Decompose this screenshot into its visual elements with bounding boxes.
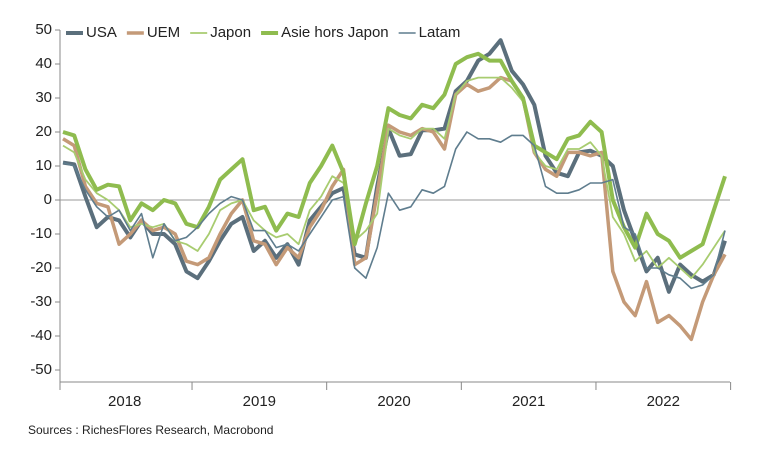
series-line	[62, 38, 727, 294]
y-tick-label: -40	[30, 327, 52, 344]
legend-label: USA	[86, 24, 117, 41]
y-tick-label: -10	[30, 225, 52, 242]
x-tick-label: 2018	[108, 393, 141, 410]
x-tick-label: 2020	[377, 393, 410, 410]
x-tick-label: 2021	[512, 393, 545, 410]
legend-label: Japon	[210, 24, 251, 41]
y-tick-label: -50	[30, 361, 52, 378]
series-line	[62, 76, 726, 280]
x-tick-label: 2022	[647, 393, 680, 410]
series-line	[62, 131, 726, 290]
y-tick-label: 10	[35, 157, 52, 174]
x-tick-label: 2019	[243, 393, 276, 410]
source: Sources : RichesFlores Research, Macrobo…	[28, 423, 273, 437]
y-tick-label: -30	[30, 293, 52, 310]
legend-label: UEM	[147, 24, 180, 41]
y-tick-label: 20	[35, 123, 52, 140]
y-tick-label: 0	[44, 191, 52, 208]
y-tick-label: 30	[35, 89, 52, 106]
y-tick-label: -20	[30, 259, 52, 276]
series-line	[62, 75, 727, 342]
legend-label: Latam	[419, 24, 461, 41]
y-tick-label: 50	[35, 21, 52, 38]
legend-label: Asie hors Japon	[281, 24, 389, 41]
series-line	[62, 51, 727, 260]
y-tick-label: 40	[35, 55, 52, 72]
